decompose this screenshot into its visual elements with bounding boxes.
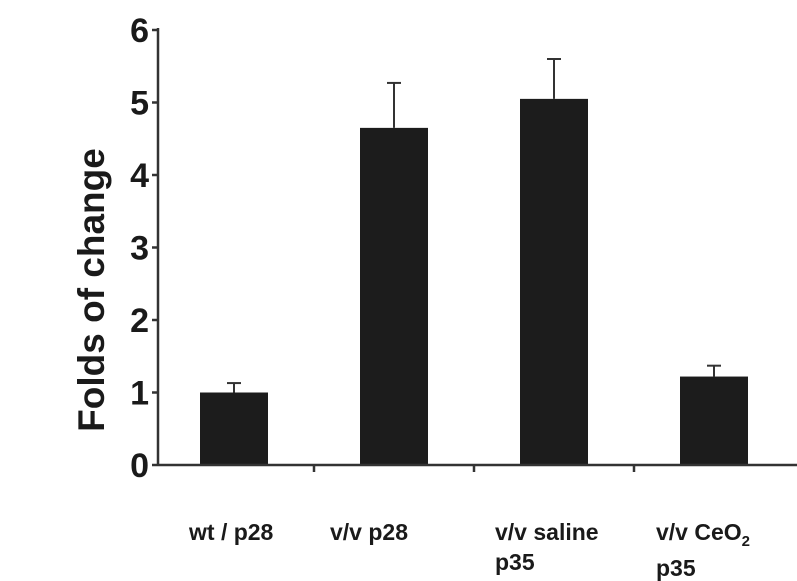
x-tick-label: v/v saline p35: [495, 519, 599, 575]
y-tick-label: 3: [130, 230, 149, 268]
y-axis-label: Folds of change: [71, 148, 112, 432]
y-tick-label: 2: [130, 302, 149, 340]
bar: [360, 127, 428, 465]
y-tick-label: 4: [130, 157, 149, 195]
y-tick-label: 0: [130, 447, 149, 485]
bars: [200, 98, 748, 465]
bar: [520, 98, 588, 465]
x-axis-labels: wt / p28 v/v p28 v/v saline p35 v/v CeO2 p35: [188, 519, 750, 581]
y-tick-label: 1: [130, 375, 149, 413]
y-tick-label: 5: [130, 85, 149, 123]
x-tick-label: v/v CeO2 p35: [656, 519, 750, 581]
y-tick-label: 6: [130, 12, 149, 50]
y-axis-ticks: 0 1 2 3 4 5 6: [130, 12, 158, 485]
error-bars: [227, 58, 721, 393]
bar: [200, 392, 268, 465]
x-tick-label: wt / p28: [188, 519, 274, 545]
axes: [156, 28, 797, 472]
bar: [680, 376, 748, 465]
x-tick-label: v/v p28: [330, 519, 408, 545]
